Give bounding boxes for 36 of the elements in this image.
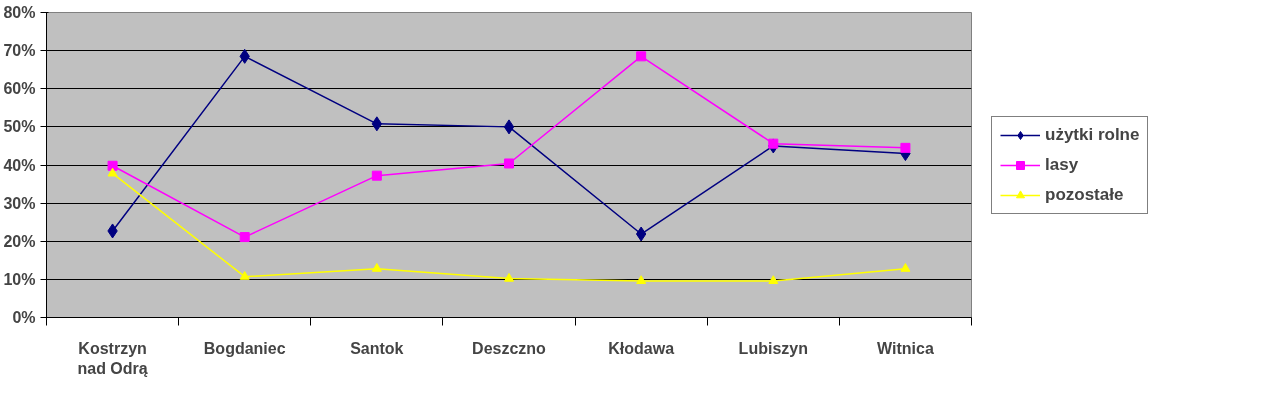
legend-label: użytki rolne	[1045, 124, 1140, 145]
point	[503, 119, 515, 135]
point	[504, 272, 514, 282]
x-tick-label: Witnica	[877, 339, 934, 357]
point	[768, 275, 779, 284]
y-tick-label: 10%	[3, 270, 36, 288]
y-tick-label: 80%	[3, 4, 36, 21]
point	[636, 51, 647, 62]
x-tick-label: Santok	[350, 339, 404, 357]
point	[635, 226, 647, 242]
point	[504, 158, 514, 169]
y-tick-label: 70%	[3, 42, 36, 60]
x-tick-label: Kłodawa	[608, 339, 675, 357]
x-tick-label: Bogdaniec	[203, 339, 286, 357]
y-tick-label: 60%	[3, 80, 36, 98]
point	[636, 275, 647, 284]
x-tick-label: Lubiszyn	[738, 339, 808, 357]
x-tick-label: Deszczno	[472, 339, 547, 357]
point	[239, 232, 250, 243]
point	[371, 263, 382, 272]
y-tick-label: 40%	[3, 156, 36, 174]
y-tick-label: 0%	[12, 309, 36, 326]
point	[768, 138, 779, 149]
y-tick-label: 30%	[3, 194, 36, 212]
y-tick-label: 50%	[3, 118, 36, 136]
y-tick-label: 20%	[3, 232, 36, 250]
point	[107, 167, 118, 177]
point	[371, 116, 383, 132]
point	[107, 160, 118, 171]
point	[371, 170, 382, 181]
point	[900, 142, 911, 153]
legend-label: lasy	[1045, 154, 1079, 175]
x-tick-label: Kostrzyn nad Odrą	[77, 339, 148, 377]
point	[900, 263, 911, 272]
point	[239, 271, 250, 280]
legend-label: pozostałe	[1045, 184, 1124, 205]
